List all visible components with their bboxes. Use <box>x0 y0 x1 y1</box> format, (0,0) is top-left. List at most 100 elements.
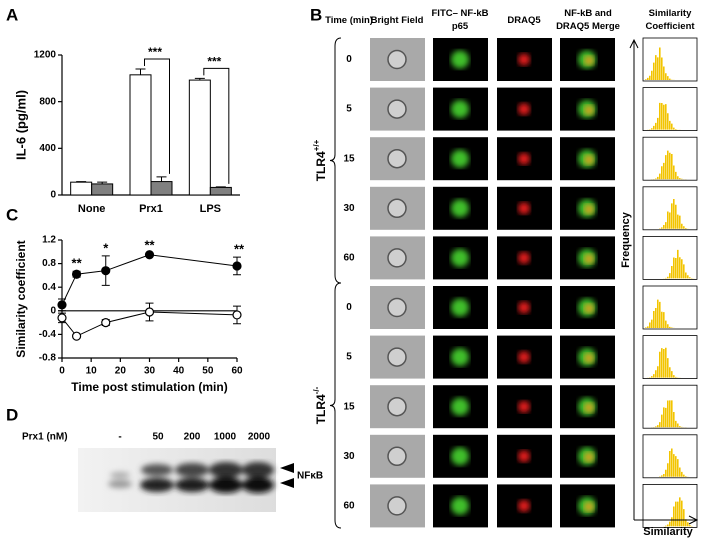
point <box>144 250 155 260</box>
merge-nucleus <box>584 353 594 364</box>
lane-label: 50 <box>152 432 164 443</box>
group-name: TLR4 <box>314 151 328 181</box>
significance: ** <box>72 256 83 271</box>
significance-bracket <box>144 58 170 174</box>
x-tick-label: 30 <box>144 366 156 377</box>
time-label: 0 <box>346 302 352 313</box>
red-nucleus <box>518 450 530 463</box>
panel-letter: A <box>6 5 18 24</box>
significance: * <box>103 240 109 255</box>
x-tick-label: Prx1 <box>139 203 163 215</box>
merge-nucleus <box>584 253 594 264</box>
point <box>57 300 67 310</box>
green-cell <box>451 248 469 267</box>
y-tick-label: 400 <box>39 143 56 154</box>
histogram-box <box>642 285 698 330</box>
panel-letter: D <box>6 405 18 424</box>
error-bar <box>135 68 146 75</box>
column-header: Bright Field <box>371 15 424 26</box>
time-label: 5 <box>346 104 352 115</box>
green-cell <box>451 149 469 168</box>
cell <box>387 99 407 119</box>
band-label: NFκB <box>297 471 323 482</box>
merge-nucleus <box>584 501 594 512</box>
blot-row-label: Prx1 (nM) <box>22 432 68 443</box>
merge-nucleus <box>584 55 594 66</box>
x-tick-label: 0 <box>59 366 65 377</box>
merge-nucleus <box>584 402 594 413</box>
y-tick-label: -0.4 <box>39 329 57 340</box>
group-brace <box>329 37 342 284</box>
green-cell <box>451 447 469 466</box>
histogram-box <box>642 235 698 280</box>
merge-nucleus <box>584 452 594 463</box>
point <box>71 331 82 341</box>
bar <box>188 79 211 196</box>
histogram-decoration <box>645 249 697 279</box>
red-nucleus <box>518 251 530 264</box>
cell <box>387 49 407 70</box>
axis-arrows <box>629 38 699 525</box>
red-nucleus <box>518 351 530 364</box>
x-tick-label: 10 <box>86 366 98 377</box>
bar <box>150 181 173 196</box>
time-label: 15 <box>343 401 355 412</box>
point <box>144 307 155 317</box>
blot-image <box>78 448 276 512</box>
red-nucleus <box>518 152 530 165</box>
cell <box>387 297 407 318</box>
column-header: NF-kB and DRAQ5 Merge <box>556 8 620 32</box>
cell <box>387 148 407 169</box>
lane-label: 2000 <box>248 432 271 443</box>
column-header: FITC– NF-kB p65 <box>432 8 489 32</box>
x-tick-label: 40 <box>173 366 185 377</box>
significance: ** <box>144 237 155 252</box>
cell <box>387 496 407 516</box>
histogram-box <box>642 483 698 528</box>
error-bar <box>97 181 108 184</box>
time-label: 30 <box>343 203 355 214</box>
red-nucleus <box>518 53 530 66</box>
histogram-decoration <box>645 497 697 527</box>
red-nucleus <box>518 301 530 314</box>
column-header: DRAQ5 <box>507 15 541 26</box>
y-tick-label: 0.8 <box>42 258 56 269</box>
green-cell <box>451 50 469 69</box>
merge-nucleus <box>584 105 594 116</box>
cell <box>387 198 407 219</box>
histogram-decoration <box>645 47 697 80</box>
time-label: 60 <box>343 501 355 512</box>
lane-label: - <box>118 432 121 443</box>
y-axis-label: Frequency <box>620 211 632 268</box>
green-cell <box>451 348 469 367</box>
histogram-decoration <box>645 299 697 328</box>
red-nucleus <box>518 499 530 512</box>
x-axis-label: Similarity <box>643 526 693 538</box>
point <box>101 318 111 328</box>
y-tick-label: 1.2 <box>42 235 56 246</box>
x-tick-label: 50 <box>202 366 214 377</box>
green-cell <box>451 100 469 119</box>
lane-label: 1000 <box>214 432 237 443</box>
x-tick-label: 60 <box>231 366 243 377</box>
lane-label: 200 <box>184 432 201 443</box>
x-tick-label: 20 <box>115 366 127 377</box>
red-nucleus <box>518 400 530 413</box>
point <box>71 269 82 279</box>
green-cell <box>451 496 469 515</box>
red-nucleus <box>518 202 530 215</box>
green-cell <box>451 397 469 416</box>
merge-nucleus <box>584 303 594 314</box>
cell <box>387 396 407 417</box>
error-bar <box>194 77 205 81</box>
cell <box>387 248 407 268</box>
group-name: TLR4 <box>314 394 328 424</box>
merge-nucleus <box>584 204 594 215</box>
error-bar <box>76 181 87 183</box>
merge-nucleus <box>584 154 594 165</box>
y-tick-label: 800 <box>39 96 56 107</box>
x-axis-label: Time post stimulation (min) <box>71 380 227 394</box>
group-brace <box>329 282 342 529</box>
time-label: 30 <box>343 451 355 462</box>
